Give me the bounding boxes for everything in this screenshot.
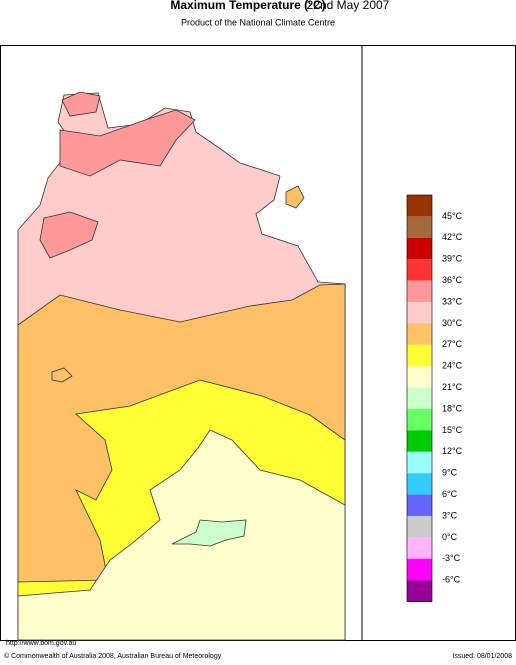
legend: 45°C 42°C 39°C 36°C 33°C 30°C 27°C 24°C 21°C 18°C… xyxy=(406,194,463,602)
region-18-21 xyxy=(171,519,247,547)
legend-label: 39°C xyxy=(442,254,463,264)
legend-swatch xyxy=(407,302,432,324)
region-27-30 xyxy=(285,185,305,209)
legend-swatch xyxy=(407,280,432,302)
legend-swatch xyxy=(407,580,432,602)
legend-label: 30°C xyxy=(442,318,463,328)
region-21-24 xyxy=(17,429,346,641)
legend-label: 3°C xyxy=(442,510,458,520)
legend-label: 27°C xyxy=(442,339,463,349)
footer-copyright: © Commonwealth of Australia 2008, Austra… xyxy=(4,652,222,660)
legend-swatch xyxy=(407,409,432,431)
legend-swatch xyxy=(407,195,432,217)
region-33-36 xyxy=(59,109,196,177)
legend-label: 9°C xyxy=(442,468,458,478)
legend-border xyxy=(406,194,433,602)
legend-label: 33°C xyxy=(442,296,463,306)
legend-label: 45°C xyxy=(442,211,463,221)
legend-label: -3°C xyxy=(442,553,461,563)
legend-label: -6°C xyxy=(442,575,461,585)
legend-label: 0°C xyxy=(442,532,458,542)
date: 22nd May 2007 xyxy=(307,0,390,12)
legend-swatch xyxy=(407,259,432,281)
legend-swatch xyxy=(407,216,432,238)
legend-label: 18°C xyxy=(442,403,463,413)
subtitle: Product of the National Climate Centre xyxy=(181,17,335,27)
legend-swatch xyxy=(407,558,432,581)
legend-label: 6°C xyxy=(442,489,458,499)
legend-label: 42°C xyxy=(442,232,463,242)
legend-label: 21°C xyxy=(442,382,463,392)
map xyxy=(17,91,346,641)
legend-swatch xyxy=(407,494,432,516)
legend-swatch xyxy=(407,237,432,260)
footer-url: http://www.bom.gov.au xyxy=(6,640,76,647)
legend-label: 36°C xyxy=(442,275,463,285)
title: Maximum Temperature (°C) xyxy=(170,0,325,12)
legend-swatch xyxy=(407,387,432,409)
legend-label: 12°C xyxy=(442,446,463,456)
legend-swatch xyxy=(407,537,432,559)
legend-label: 24°C xyxy=(442,361,463,371)
legend-swatch xyxy=(407,344,432,367)
legend-swatch xyxy=(407,430,432,452)
legend-swatch xyxy=(407,473,432,495)
region-33-36 xyxy=(39,211,99,259)
legend-swatch xyxy=(407,323,432,345)
region-33-36 xyxy=(61,91,101,117)
footer-issued: Issued: 08/01/2008 xyxy=(452,653,512,660)
legend-swatch xyxy=(407,366,432,388)
legend-label: 15°C xyxy=(442,425,463,435)
legend-swatch xyxy=(407,451,432,474)
region-27-30 xyxy=(51,367,73,383)
legend-swatch xyxy=(407,516,432,538)
